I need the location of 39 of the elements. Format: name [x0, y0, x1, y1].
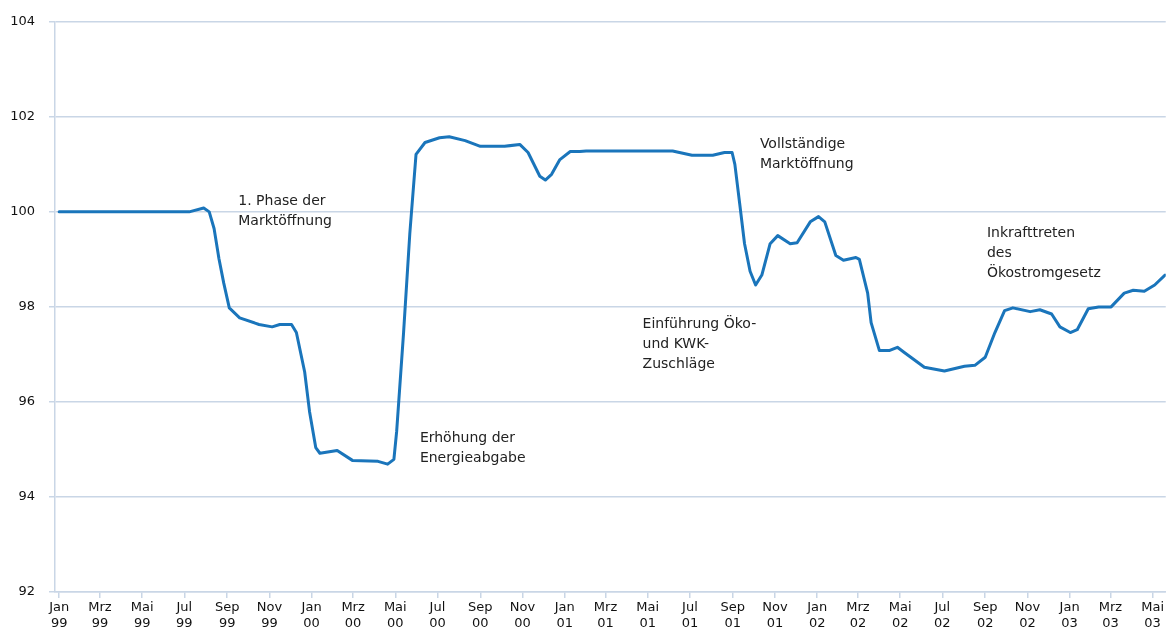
x-tick-label: Mrz 01	[593, 599, 618, 630]
x-tick-label: Nov 02	[1014, 599, 1041, 630]
y-tick-label: 104	[10, 13, 35, 29]
x-tick-label: Jul 02	[933, 599, 951, 630]
y-tick-label: 92	[18, 583, 35, 599]
x-tick-label: Sep 02	[972, 599, 998, 630]
x-tick-label: Jul 00	[428, 599, 446, 630]
x-tick-label: Mrz 03	[1098, 599, 1123, 630]
x-tick-label: Jan 02	[806, 599, 828, 630]
x-tick-label: Jan 01	[553, 599, 575, 630]
x-tick-label: Mrz 99	[88, 599, 112, 630]
x-tick-label: Mrz 02	[846, 599, 870, 630]
x-tick-label: Mai 02	[888, 599, 912, 630]
x-tick-label: Nov 01	[762, 599, 788, 630]
x-tick-label: Sep 01	[720, 599, 746, 630]
x-tick-label: Mai 03	[1141, 599, 1164, 630]
x-tick-label: Sep 99	[214, 599, 240, 630]
x-tick-label: Mrz 00	[341, 599, 365, 630]
y-tick-label: 96	[18, 393, 35, 409]
annotation: Inkrafttreten des Ökostromgesetz	[986, 224, 1101, 281]
annotation: Vollständige Marktöffnung	[759, 135, 854, 172]
x-tick-label: Jan 99	[48, 599, 70, 630]
annotation: 1. Phase der Marktöffnung	[238, 191, 333, 228]
y-tick-label: 94	[18, 488, 35, 504]
x-tick-label: Sep 00	[468, 599, 493, 630]
x-tick-label: Jan 03	[1058, 599, 1080, 630]
x-tick-label: Mai 00	[383, 599, 407, 630]
annotation: Erhöhung der Energieabgabe	[419, 429, 526, 466]
x-tick-label: Mai 01	[636, 599, 660, 630]
x-tick-label: Nov 99	[256, 599, 283, 630]
x-tick-label: Mai 99	[130, 599, 154, 630]
x-tick-label: Jul 99	[175, 599, 193, 630]
y-tick-label: 100	[10, 203, 35, 219]
y-tick-label: 102	[10, 108, 35, 124]
x-tick-label: Jul 01	[681, 599, 699, 630]
y-tick-label: 98	[18, 298, 35, 314]
x-tick-label: Jan 00	[300, 599, 322, 630]
x-tick-label: Nov 00	[509, 599, 536, 630]
annotation: Einführung Öko- und KWK- Zuschläge	[642, 314, 757, 372]
